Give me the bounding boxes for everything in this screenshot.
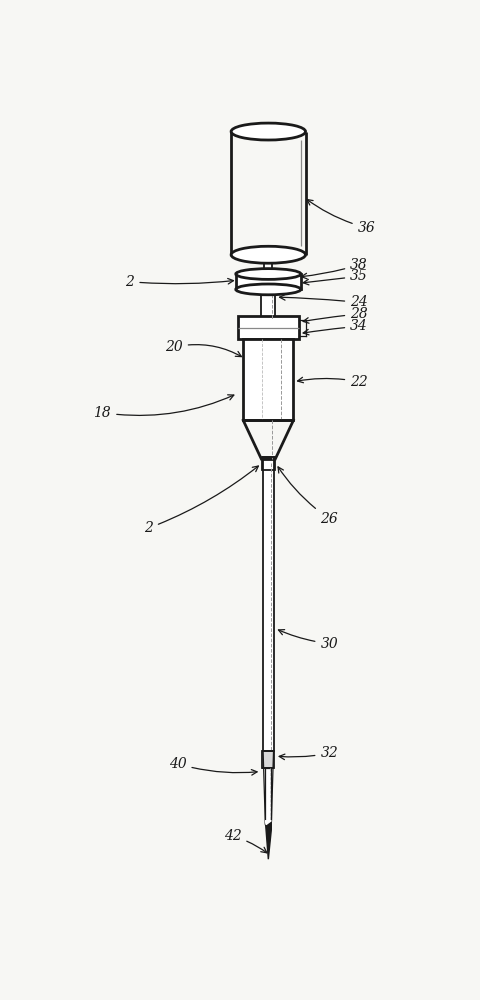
Text: 36: 36 [307, 200, 375, 235]
Text: 26: 26 [278, 467, 338, 526]
Ellipse shape [231, 246, 306, 263]
Ellipse shape [236, 284, 301, 295]
Text: 42: 42 [224, 829, 267, 853]
Bar [265, 768, 271, 821]
Text: 28: 28 [303, 307, 368, 323]
Ellipse shape [231, 123, 306, 140]
Text: 2: 2 [144, 466, 258, 535]
Bar [243, 339, 293, 420]
Text: 32: 32 [279, 746, 338, 760]
Bar [238, 316, 299, 339]
Text: 2: 2 [126, 275, 233, 289]
Polygon shape [265, 821, 271, 859]
Text: 24: 24 [279, 295, 368, 309]
Bar [261, 289, 276, 319]
Text: 22: 22 [298, 375, 368, 389]
Text: 34: 34 [303, 319, 368, 335]
Polygon shape [265, 821, 271, 825]
Ellipse shape [236, 269, 301, 279]
Text: 35: 35 [303, 269, 368, 285]
Text: 38: 38 [301, 258, 368, 279]
Text: 40: 40 [169, 757, 257, 775]
Text: 20: 20 [165, 340, 241, 357]
Bar [263, 751, 274, 768]
Bar [262, 457, 275, 470]
Bar [236, 274, 301, 289]
Bar [263, 459, 274, 751]
Text: 30: 30 [278, 630, 338, 651]
Text: 18: 18 [94, 395, 234, 420]
Bar [264, 255, 273, 278]
